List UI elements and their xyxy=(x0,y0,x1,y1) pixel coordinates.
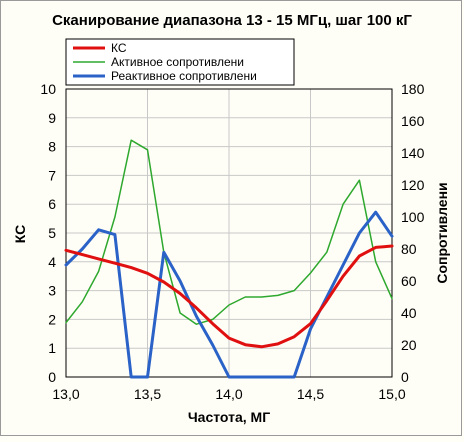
legend-entry-label: Реактивное сопротивлени xyxy=(111,69,257,83)
x-tick-label: 13,0 xyxy=(52,386,79,402)
series-line-1 xyxy=(65,139,393,325)
grid-lines xyxy=(66,89,392,377)
x-tick-label: 14,5 xyxy=(297,386,324,402)
x-tick-label: 13,5 xyxy=(134,386,161,402)
y2-tick-label: 180 xyxy=(401,81,425,97)
y-tick-label: 1 xyxy=(48,340,56,356)
y2-tick-label: 80 xyxy=(401,241,417,257)
legend-entry-label: КС xyxy=(111,41,127,55)
y-tick-label: 3 xyxy=(48,283,56,299)
legend-entry-label: Активное сопротивлени xyxy=(111,55,244,69)
series-lines xyxy=(64,139,394,379)
y-tick-label: 5 xyxy=(48,225,56,241)
series-line-2 xyxy=(64,210,394,379)
y2-tick-label: 160 xyxy=(401,113,425,129)
y2-tick-label: 100 xyxy=(401,209,425,225)
x-tick-label: 15,0 xyxy=(378,386,405,402)
x-axis-label: Частота, МГ xyxy=(188,409,270,425)
y-tick-label: 10 xyxy=(40,81,56,97)
y-tick-label: 0 xyxy=(48,369,56,385)
y-tick-label: 4 xyxy=(48,254,56,270)
y-axis-label: КС xyxy=(12,225,28,243)
y2-tick-label: 20 xyxy=(401,337,417,353)
y2-tick-label: 0 xyxy=(401,369,409,385)
y2-axis-label: Сопротивлени xyxy=(434,182,450,283)
y2-tick-label: 120 xyxy=(401,177,425,193)
y2-tick-label: 60 xyxy=(401,273,417,289)
y-tick-label: 2 xyxy=(48,311,56,327)
x-tick-label: 14,0 xyxy=(215,386,242,402)
series-line-0 xyxy=(64,244,394,349)
y2-tick-label: 40 xyxy=(401,305,417,321)
tick-labels: 01234567891002040608010012014016018013,0… xyxy=(40,81,424,402)
y-tick-label: 6 xyxy=(48,196,56,212)
y2-tick-label: 140 xyxy=(401,145,425,161)
y-tick-label: 8 xyxy=(48,139,56,155)
y-tick-label: 9 xyxy=(48,110,56,126)
y-tick-label: 7 xyxy=(48,167,56,183)
chart-title: Сканирование диапазона 13 - 15 МГц, шаг … xyxy=(52,12,412,29)
